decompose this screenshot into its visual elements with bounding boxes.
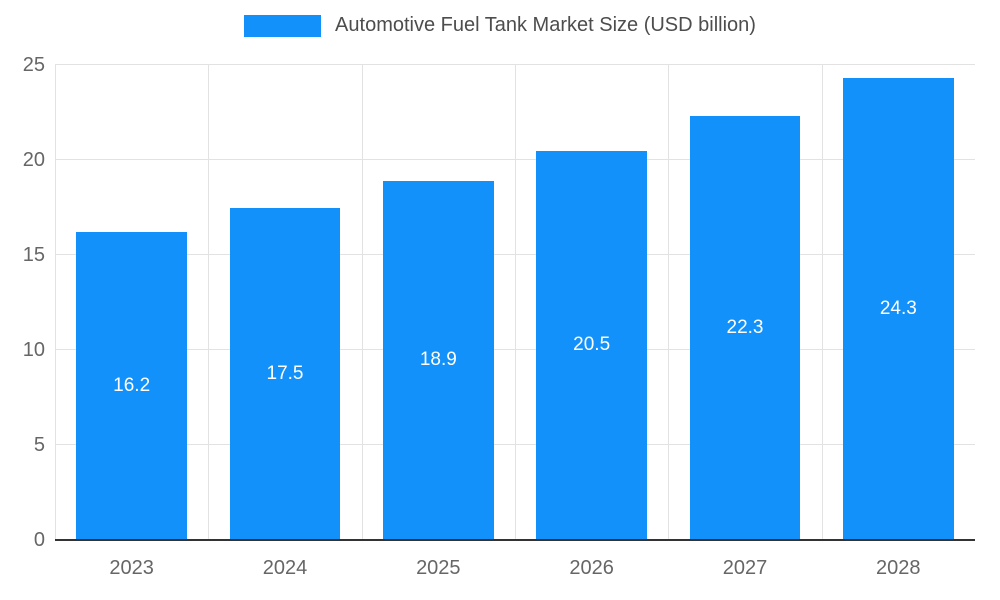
bar-value-label: 16.2 bbox=[113, 375, 151, 397]
y-axis-tick-label: 25 bbox=[22, 54, 45, 76]
y-axis-tick-label: 15 bbox=[22, 244, 45, 266]
bar-2026: 20.5 bbox=[536, 150, 647, 540]
bar-value-label: 18.9 bbox=[419, 349, 457, 371]
bar-value-label: 17.5 bbox=[266, 362, 304, 384]
vertical-gridline bbox=[821, 65, 823, 540]
bar-value-label: 24.3 bbox=[879, 298, 917, 320]
vertical-gridline bbox=[668, 65, 670, 540]
x-axis-tick-label: 2024 bbox=[262, 557, 308, 579]
vertical-gridline bbox=[515, 65, 516, 540]
vertical-gridline bbox=[55, 65, 56, 540]
bar-2028: 24.3 bbox=[843, 78, 954, 540]
bar-2023: 16.2 bbox=[76, 232, 187, 540]
bar-2027: 22.3 bbox=[689, 116, 801, 540]
y-axis: 0 5 10 15 20 25 bbox=[0, 55, 45, 550]
plot-area: 16.2 17.5 18.9 20.5 22.3 24.3 bbox=[55, 64, 975, 541]
x-axis-tick-label: 2025 bbox=[416, 557, 461, 579]
bar-2025: 18.9 bbox=[383, 180, 494, 540]
y-axis-tick-label: 0 bbox=[33, 529, 45, 551]
bar-2024: 17.5 bbox=[229, 207, 341, 540]
y-axis-tick-label: 5 bbox=[33, 434, 45, 456]
x-axis-tick-label: 2028 bbox=[876, 557, 921, 579]
vertical-gridline bbox=[208, 65, 210, 540]
bar-value-label: 20.5 bbox=[573, 334, 611, 356]
y-axis-tick-label: 20 bbox=[22, 149, 45, 171]
x-axis-tick-label: 2026 bbox=[569, 557, 614, 579]
x-axis: 2023 2024 2025 2026 2027 2028 bbox=[55, 558, 975, 578]
x-axis-tick-label: 2027 bbox=[722, 557, 768, 579]
bar-value-label: 22.3 bbox=[726, 317, 764, 339]
y-axis-tick-label: 10 bbox=[22, 339, 45, 361]
vertical-gridline bbox=[361, 65, 363, 540]
x-axis-tick-label: 2023 bbox=[109, 557, 154, 579]
x-axis-baseline bbox=[55, 539, 975, 541]
chart-legend: Automotive Fuel Tank Market Size (USD bi… bbox=[0, 14, 1000, 37]
gridline bbox=[55, 64, 975, 65]
chart-title: Automotive Fuel Tank Market Size (USD bi… bbox=[335, 14, 756, 36]
legend-swatch bbox=[244, 14, 322, 37]
